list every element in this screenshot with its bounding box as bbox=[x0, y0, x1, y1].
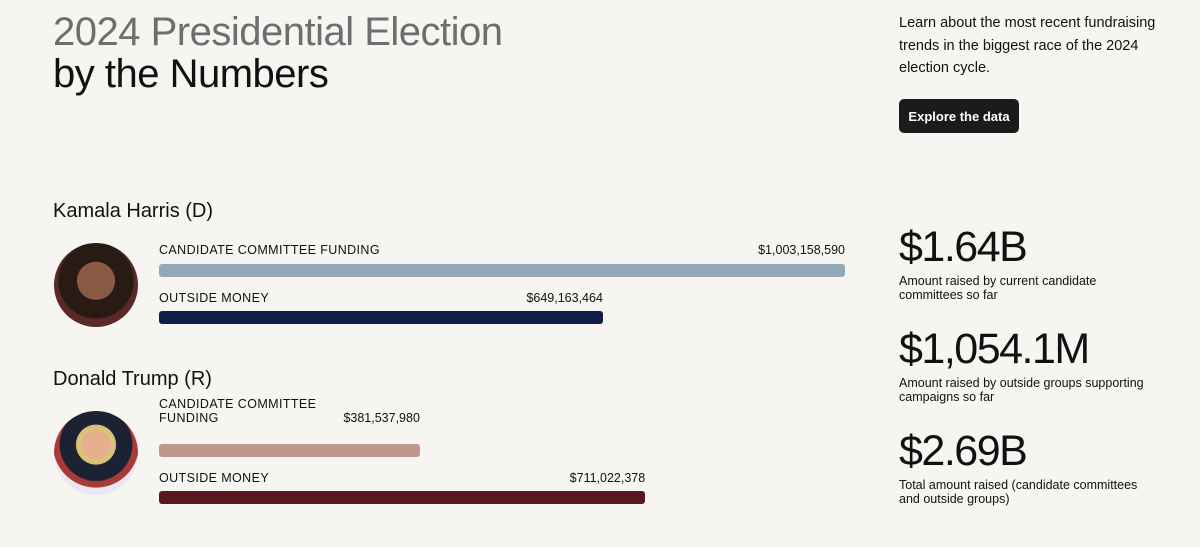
candidate-photo bbox=[54, 411, 138, 495]
value-label: $381,537,980 bbox=[343, 411, 420, 425]
stat-description: Total amount raised (candidate committee… bbox=[899, 478, 1138, 506]
intro-text: Learn about the most recent fundraising … bbox=[899, 15, 1156, 76]
stat-description: Amount raised by current candidate commi… bbox=[899, 274, 1097, 302]
bar bbox=[159, 444, 420, 457]
bar-label: CANDIDATE COMMITTEE FUNDING bbox=[159, 397, 317, 425]
value-label: $711,022,378 bbox=[569, 471, 646, 485]
stat-value: $1,054.1M bbox=[899, 325, 1090, 373]
value-label: $1,003,158,590 bbox=[758, 243, 845, 257]
explore-button[interactable]: Explore the data bbox=[899, 99, 1019, 133]
title: by the Numbers bbox=[53, 52, 329, 96]
bar-label: CANDIDATE COMMITTEE FUNDING bbox=[159, 243, 380, 257]
stat-value: $1.64B bbox=[899, 223, 1028, 271]
bar bbox=[159, 491, 646, 504]
bar-label: OUTSIDE MONEY bbox=[159, 291, 270, 305]
bar-label: OUTSIDE MONEY bbox=[159, 471, 270, 485]
bar-label-row: CANDIDATE COMMITTEE FUNDING $381,537,980 bbox=[159, 397, 420, 425]
value-label: $649,163,464 bbox=[526, 291, 603, 305]
bar-label-row: OUTSIDE MONEY $711,022,378 bbox=[159, 471, 645, 485]
stat-description: Amount raised by outside groups supporti… bbox=[899, 376, 1144, 404]
candidate-name: Kamala Harris (D) bbox=[53, 200, 214, 222]
bar-label-row: CANDIDATE COMMITTEE FUNDING $1,003,158,59… bbox=[159, 243, 845, 257]
bar-label-row: OUTSIDE MONEY $649,163,464 bbox=[159, 291, 603, 305]
bar bbox=[159, 264, 845, 277]
bar bbox=[159, 311, 603, 324]
title: 2024 Presidential Election bbox=[53, 10, 503, 54]
candidate-name: Donald Trump (R) bbox=[53, 368, 212, 390]
stat-value: $2.69B bbox=[899, 427, 1028, 475]
candidate-photo bbox=[54, 243, 138, 327]
